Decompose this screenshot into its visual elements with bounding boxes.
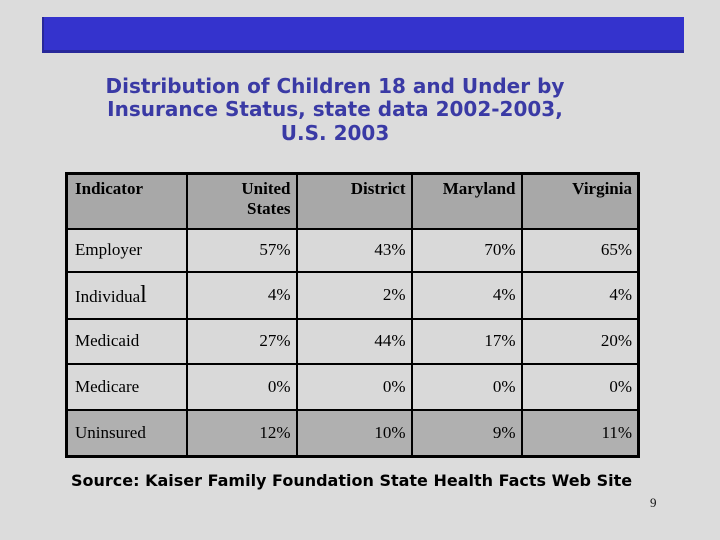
- cell-uninsured-virginia: 11%: [520, 408, 640, 458]
- table-row-employer: Employer 57% 43% 70% 65%: [65, 227, 640, 273]
- row-label-medicare: Medicare: [65, 362, 188, 411]
- title-line-1: Distribution of Children 18 and Under by: [105, 74, 565, 98]
- title-line-2: Insurance Status, state data 2002-2003,: [107, 97, 563, 122]
- source-text: Source: Kaiser Family Foundation State H…: [71, 471, 633, 490]
- title-line-3: U.S. 2003: [280, 120, 390, 145]
- slide-title: Distribution of Children 18 and Under by…: [60, 74, 610, 145]
- column-header-united-states: United States: [185, 172, 298, 230]
- column-header-district: District: [295, 172, 413, 230]
- table-row-medicare: Medicare 0% 0% 0% 0%: [65, 362, 640, 411]
- cell-uninsured-us: 12%: [185, 408, 298, 458]
- insurance-distribution-table: Indicator United States District Marylan…: [65, 172, 640, 458]
- cell-employer-maryland: 70%: [410, 227, 523, 273]
- cell-employer-us: 57%: [185, 227, 298, 273]
- cell-medicaid-us: 27%: [185, 317, 298, 365]
- cell-medicaid-virginia: 20%: [520, 317, 640, 365]
- cell-individual-virginia: 4%: [520, 270, 640, 320]
- cell-medicaid-district: 44%: [295, 317, 413, 365]
- cell-uninsured-district: 10%: [295, 408, 413, 458]
- cell-individual-us: 4%: [185, 270, 298, 320]
- cell-employer-district: 43%: [295, 227, 413, 273]
- header-bar: [42, 17, 684, 53]
- cell-medicaid-maryland: 17%: [410, 317, 523, 365]
- column-header-indicator: Indicator: [65, 172, 188, 230]
- page-number: 9: [650, 495, 657, 510]
- row-label-uninsured: Uninsured: [65, 408, 188, 458]
- cell-medicare-maryland: 0%: [410, 362, 523, 411]
- table-row-medicaid: Medicaid 27% 44% 17% 20%: [65, 317, 640, 365]
- row-label-individual: Individual: [65, 270, 188, 320]
- column-header-maryland: Maryland: [410, 172, 523, 230]
- table-row-uninsured: Uninsured 12% 10% 9% 11%: [65, 408, 640, 458]
- column-header-virginia: Virginia: [520, 172, 640, 230]
- cell-individual-district: 2%: [295, 270, 413, 320]
- cell-medicare-virginia: 0%: [520, 362, 640, 411]
- cell-uninsured-maryland: 9%: [410, 408, 523, 458]
- cell-employer-virginia: 65%: [520, 227, 640, 273]
- row-label-medicaid: Medicaid: [65, 317, 188, 365]
- table-header-row: Indicator United States District Marylan…: [65, 172, 640, 230]
- cell-individual-maryland: 4%: [410, 270, 523, 320]
- row-label-employer: Employer: [65, 227, 188, 273]
- cell-medicare-us: 0%: [185, 362, 298, 411]
- table-row-individual: Individual 4% 2% 4% 4%: [65, 270, 640, 320]
- cell-medicare-district: 0%: [295, 362, 413, 411]
